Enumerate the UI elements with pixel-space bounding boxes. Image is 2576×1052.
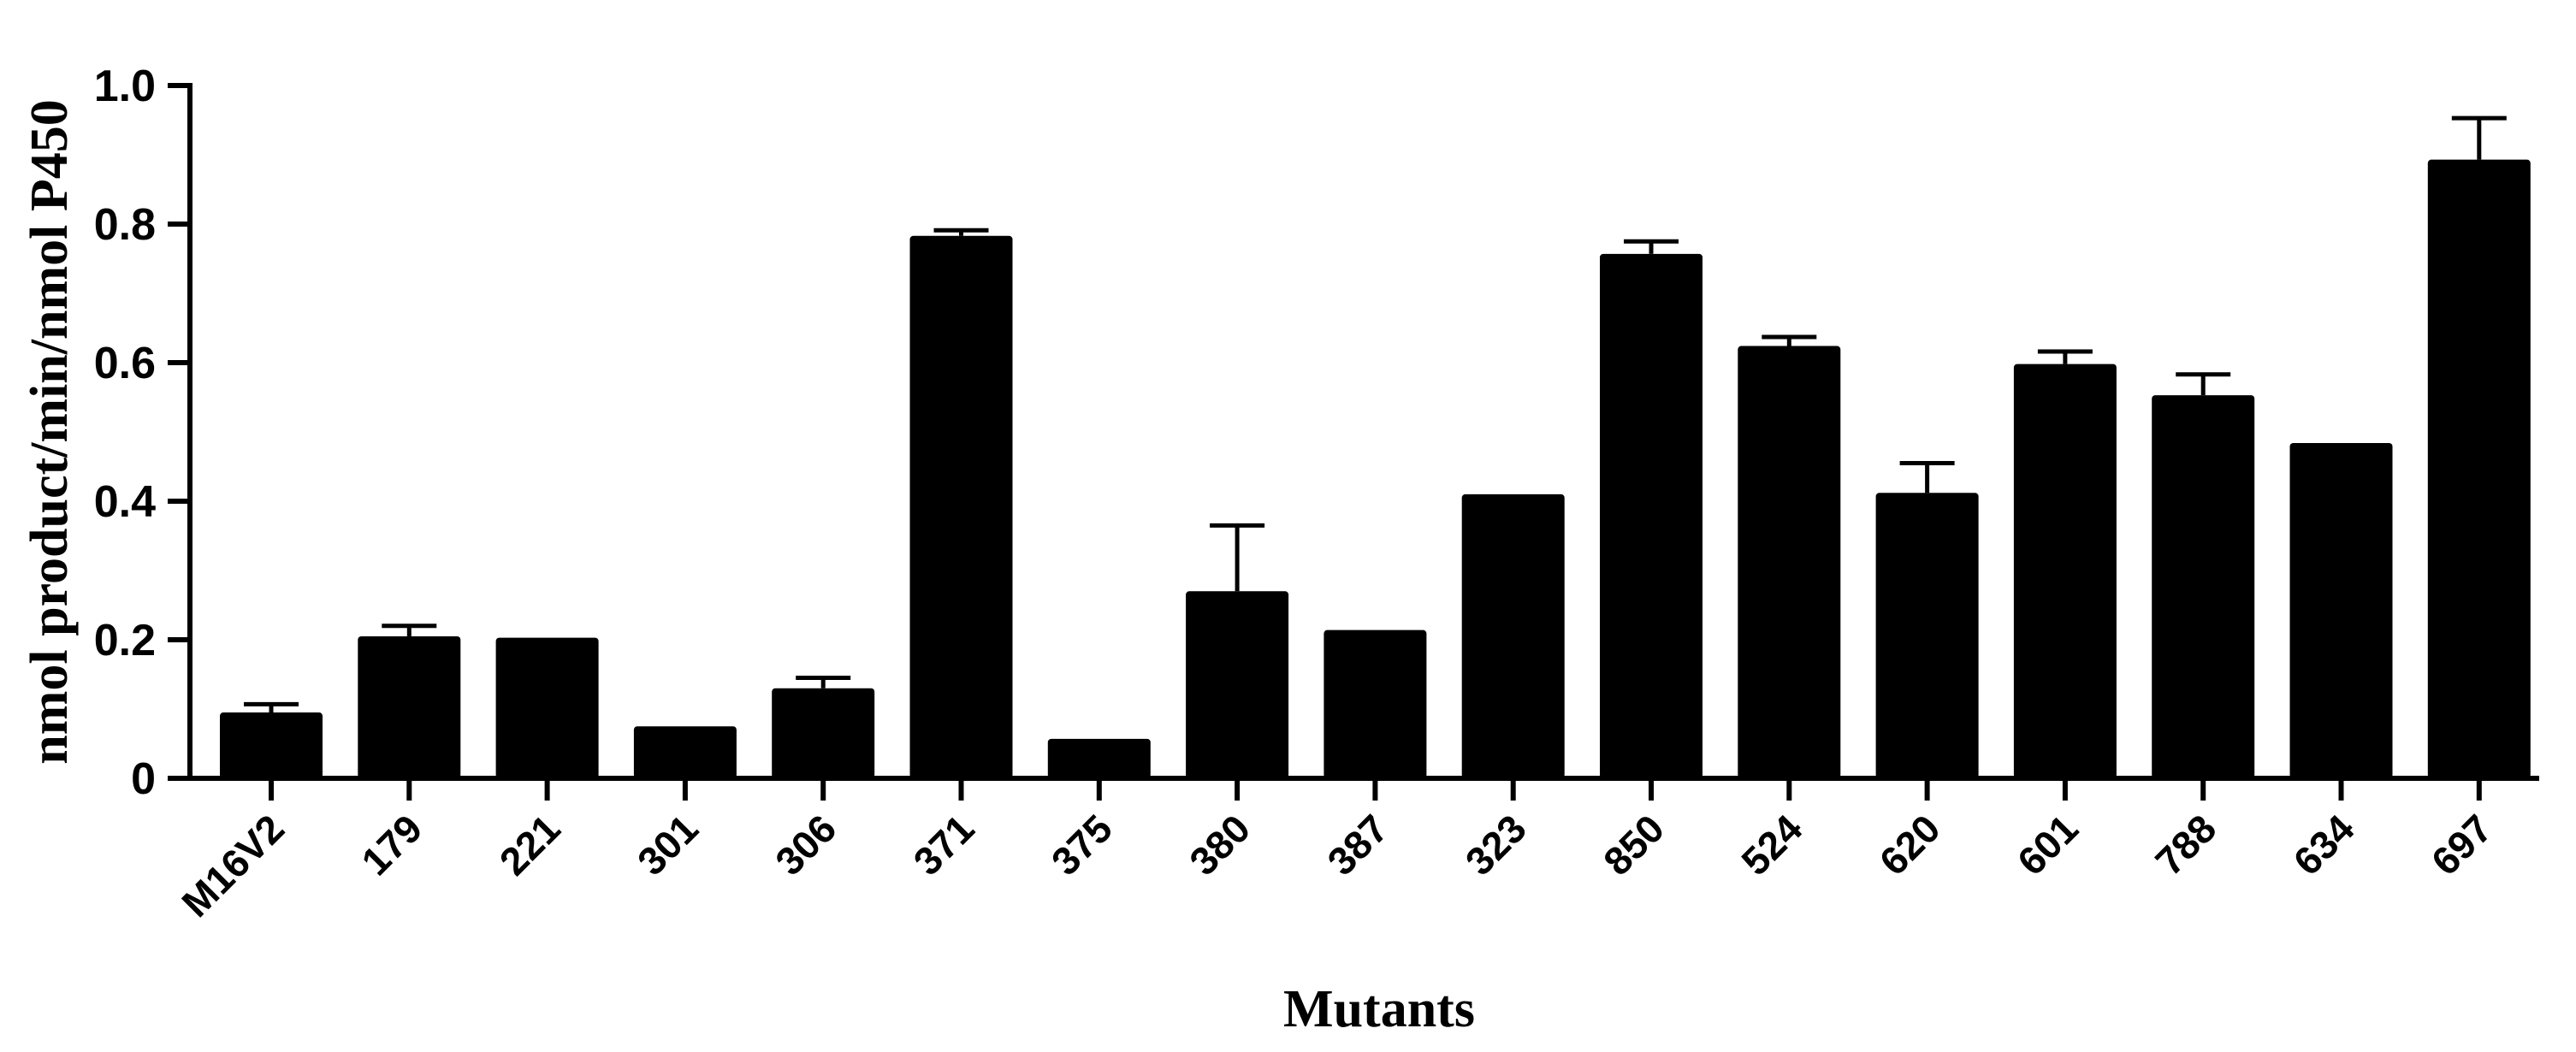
bar — [633, 726, 737, 778]
x-tick-label: 634 — [2285, 806, 2363, 884]
y-axis-title: nmol product/min/nmol P450 — [21, 99, 79, 764]
bar — [2427, 159, 2531, 779]
y-tick-label: 0.8 — [94, 200, 156, 250]
bar — [358, 635, 461, 778]
y-tick-label: 0.2 — [94, 616, 156, 665]
x-ticks: M16V2 179 221 301 306 371 375 380 387 323 850 524 62… — [173, 778, 2501, 925]
bar — [1186, 591, 1289, 778]
error-bars-layer — [244, 115, 2507, 713]
y-tick-label: 1.0 — [94, 62, 156, 111]
y-ticks: 0 0.2 0.4 0.6 0.8 1.0 — [94, 62, 190, 804]
x-tick-label: 620 — [1871, 806, 1949, 884]
bar — [220, 712, 323, 778]
x-tick-label: 697 — [2423, 806, 2501, 884]
y-tick-label: 0 — [131, 754, 156, 804]
x-tick-label: 788 — [2147, 806, 2224, 884]
bar — [2013, 363, 2117, 778]
bar — [2289, 442, 2393, 778]
bar — [495, 637, 599, 778]
bar — [1461, 493, 1565, 778]
bar — [1047, 738, 1151, 778]
x-tick-label: M16V2 — [173, 806, 293, 925]
x-tick-label: 301 — [629, 806, 707, 884]
bars-layer — [220, 159, 2531, 779]
x-tick-label: 323 — [1457, 806, 1535, 884]
axes-layer — [187, 83, 2539, 781]
bar — [1875, 493, 1979, 778]
bar — [1600, 253, 1703, 779]
x-tick-label: 387 — [1318, 806, 1396, 884]
x-tick-label: 179 — [352, 806, 430, 884]
bar — [1738, 346, 1841, 778]
x-tick-label: 524 — [1732, 806, 1810, 884]
x-tick-label: 306 — [767, 806, 844, 884]
x-axis-title: Mutants — [1283, 980, 1475, 1038]
bar — [2152, 395, 2255, 778]
x-tick-label: 380 — [1181, 806, 1258, 884]
x-tick-label: 601 — [2009, 806, 2087, 884]
x-tick-label: 371 — [905, 806, 983, 884]
y-tick-label: 0.6 — [94, 339, 156, 388]
bar — [1324, 629, 1427, 778]
x-tick-label: 221 — [491, 806, 569, 884]
bar — [909, 235, 1013, 778]
x-tick-label: 850 — [1595, 806, 1673, 884]
y-tick-label: 0.4 — [94, 477, 156, 527]
x-tick-label: 375 — [1043, 806, 1121, 884]
bar — [772, 688, 875, 778]
